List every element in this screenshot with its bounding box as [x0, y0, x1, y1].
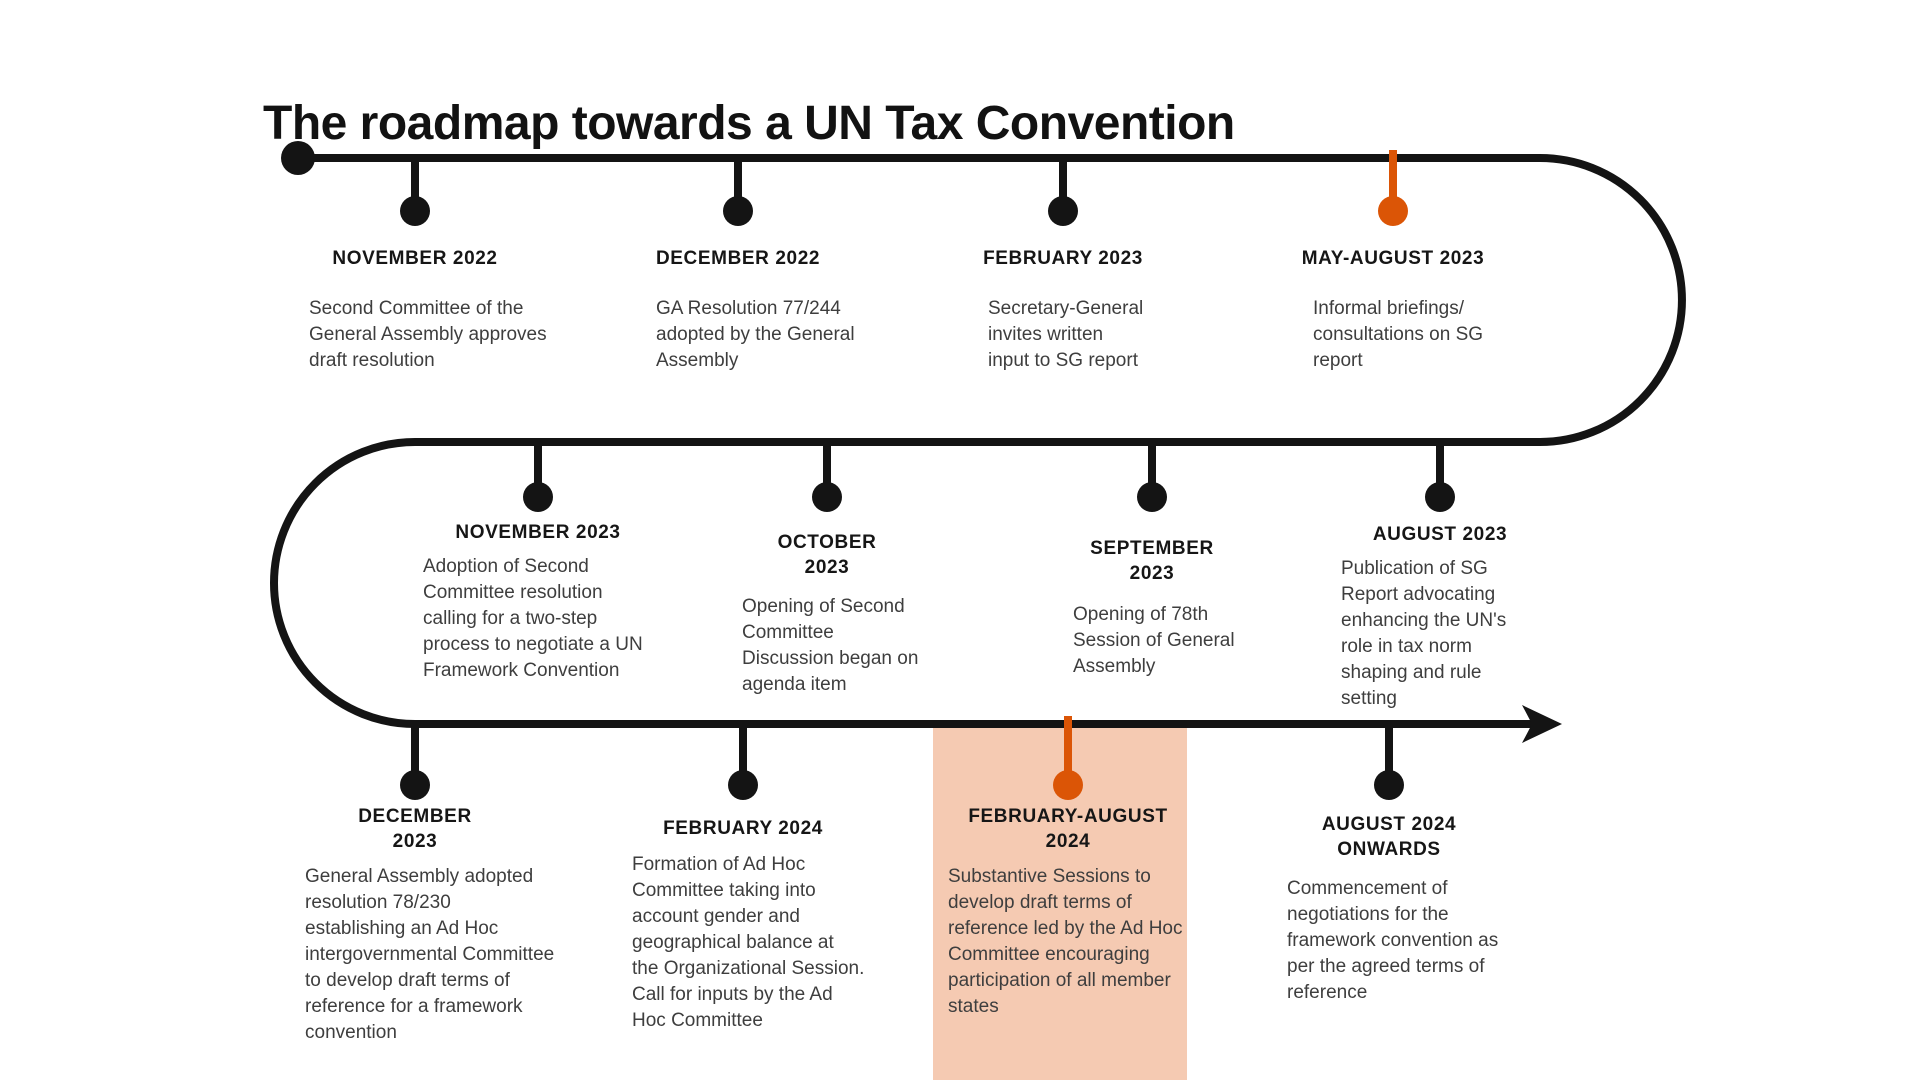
timeline-dot	[1048, 196, 1078, 226]
event-date: NOVEMBER 2022	[332, 248, 498, 269]
event-date: FEBRUARY 2023	[983, 248, 1143, 269]
timeline-dot	[400, 196, 430, 226]
event-description: Adoption of Second Committee resolution …	[423, 556, 643, 681]
event-description: Publication of SG Report advocating enha…	[1341, 558, 1507, 709]
event-date: SEPTEMBER 2023	[1090, 538, 1214, 584]
event-date: OCTOBER 2023	[777, 532, 877, 578]
event-date: FEBRUARY 2024	[663, 818, 823, 839]
event-description: General Assembly adopted resolution 78/2…	[305, 866, 555, 1043]
timeline-path	[270, 154, 1686, 728]
event-date: AUGUST 2024 ONWARDS	[1321, 814, 1457, 860]
timeline-dot-accent	[1053, 770, 1083, 800]
timeline-dot	[1374, 770, 1404, 800]
event-date: NOVEMBER 2023	[455, 522, 621, 543]
event-date: AUGUST 2023	[1372, 524, 1508, 545]
event-description: Formation of Ad Hoc Committee taking int…	[632, 854, 865, 1031]
timeline-dot	[723, 196, 753, 226]
event-description: Informal briefings/ consultations on SG …	[1313, 298, 1484, 371]
event-description: Second Committee of the General Assembly…	[309, 298, 547, 371]
event-description: Substantive Sessions to develop draft te…	[948, 866, 1183, 1017]
timeline-dot	[1425, 482, 1455, 512]
timeline-dot	[728, 770, 758, 800]
event-description: Opening of Second Committee Discussion b…	[742, 596, 919, 695]
event-description: Secretary-General invites written input …	[988, 298, 1144, 371]
event-description: GA Resolution 77/244 adopted by the Gene…	[656, 298, 855, 371]
timeline-start-dot	[281, 141, 315, 175]
event-description: Opening of 78th Session of General Assem…	[1073, 604, 1235, 677]
event-date: DECEMBER 2022	[655, 248, 821, 269]
event-date: DECEMBER 2023	[358, 806, 472, 852]
timeline-dot-accent	[1378, 196, 1408, 226]
event-date: MAY-AUGUST 2023	[1301, 248, 1485, 269]
page-title: The roadmap towards a UN Tax Convention	[263, 97, 1235, 151]
event-description: Commencement of negotiations for the fra…	[1287, 878, 1499, 1003]
arrowhead-icon	[1522, 705, 1562, 743]
timeline-dot	[812, 482, 842, 512]
event-date: FEBRUARY-AUGUST 2024	[968, 806, 1168, 852]
timeline-dot	[400, 770, 430, 800]
timeline-dot	[523, 482, 553, 512]
timeline-dot	[1137, 482, 1167, 512]
